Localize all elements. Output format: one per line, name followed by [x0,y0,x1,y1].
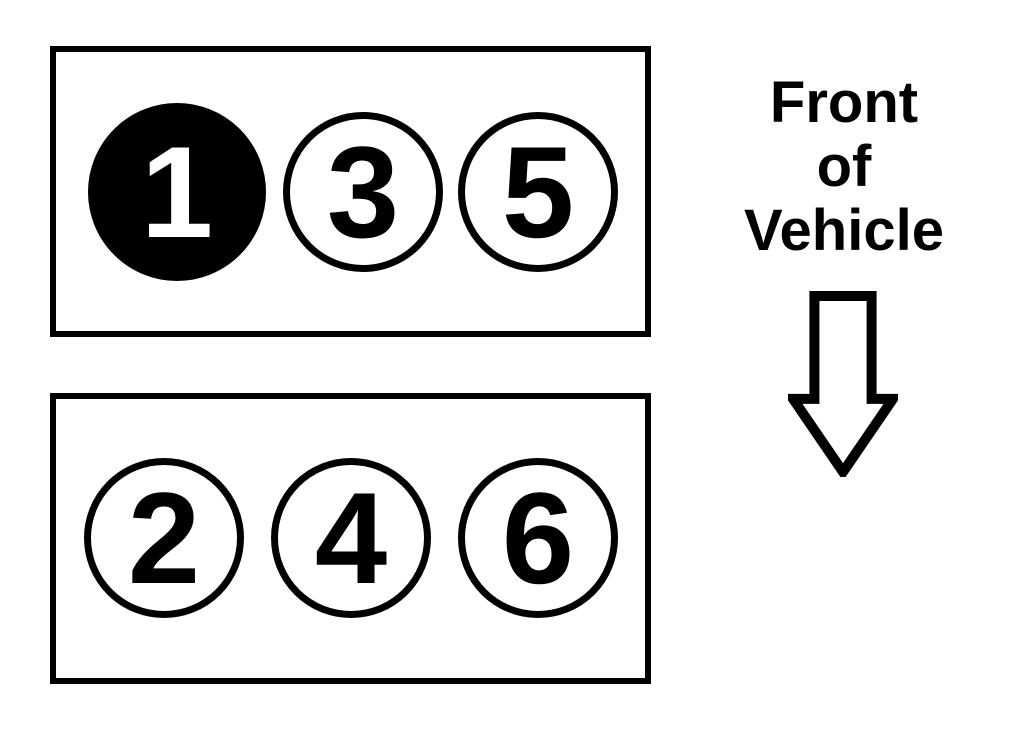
front-label-line-3: Vehicle [684,199,1004,263]
cylinder-5-label: 5 [502,127,574,257]
cylinder-3-label: 3 [327,127,399,257]
front-label-line-2: of [684,135,1004,199]
cylinder-2: 2 [84,458,244,618]
cylinder-1-label: 1 [141,127,213,257]
cylinder-3: 3 [283,112,443,272]
cylinder-2-label: 2 [128,473,200,603]
cylinder-4: 4 [271,458,431,618]
cylinder-4-label: 4 [315,473,387,603]
front-of-vehicle-label: Front of Vehicle [684,71,1004,263]
diagram-canvas: 1 3 5 2 4 6 Front of Vehicle [0,0,1024,738]
cylinder-6-label: 6 [502,473,574,603]
cylinder-5: 5 [458,112,618,272]
front-label-line-1: Front [684,71,1004,135]
cylinder-1: 1 [88,103,266,281]
cylinder-6: 6 [458,458,618,618]
down-arrow-icon [788,291,898,477]
